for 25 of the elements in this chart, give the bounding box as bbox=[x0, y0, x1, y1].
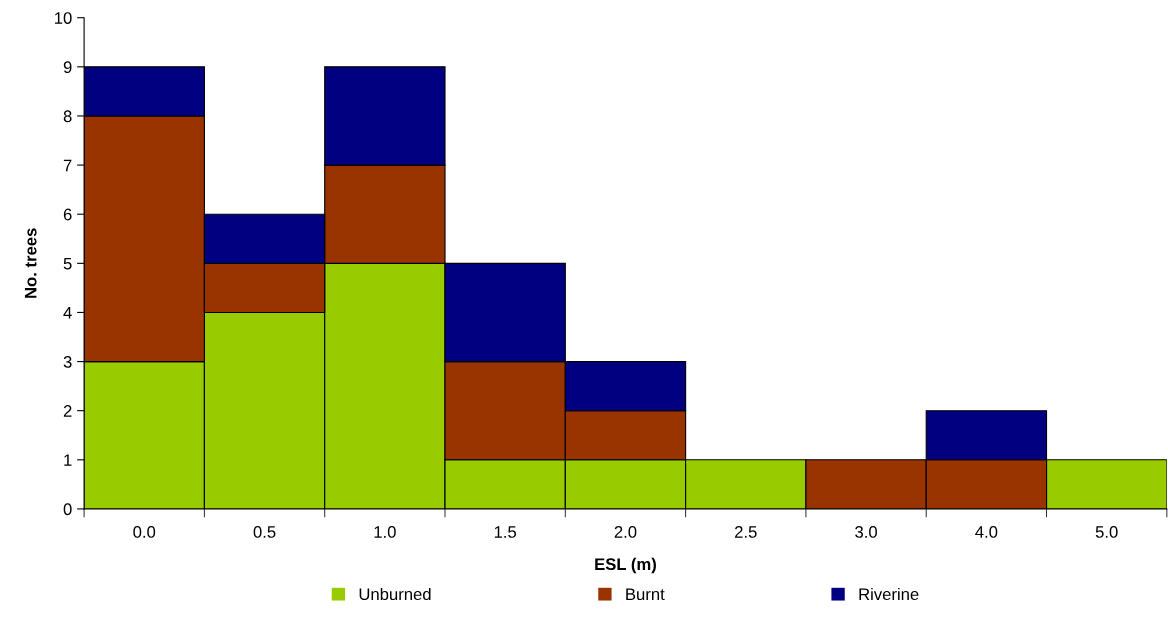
x-tick-label: 5.0 bbox=[1095, 526, 1118, 538]
x-tick-label: 3.0 bbox=[855, 526, 878, 538]
x-tick-label: 0.5 bbox=[253, 526, 276, 538]
y-tick-label: 7 bbox=[63, 159, 72, 172]
x-tick-label: 2.5 bbox=[735, 526, 757, 538]
y-axis-title: No. trees bbox=[24, 228, 37, 298]
y-tick-label: 3 bbox=[63, 355, 72, 368]
x-tick-label: 0.0 bbox=[133, 526, 156, 538]
x-tick-label: 4.0 bbox=[975, 526, 998, 538]
y-tick-label: 6 bbox=[63, 208, 72, 221]
legend-label: Burnt bbox=[626, 588, 665, 601]
y-tick-label: 2 bbox=[63, 405, 72, 417]
legend-label: Unburned bbox=[359, 587, 431, 601]
y-tick-label: 10 bbox=[55, 12, 72, 24]
y-tick-label: 9 bbox=[63, 61, 72, 74]
x-tick-label: 1.0 bbox=[374, 526, 396, 538]
legend-label: Riverine bbox=[859, 587, 919, 601]
x-axis-title: ESL (m) bbox=[595, 557, 656, 574]
y-tick-label: 8 bbox=[63, 110, 72, 123]
x-tick-label: 1.5 bbox=[494, 526, 517, 538]
y-tick-label: 5 bbox=[63, 257, 72, 270]
y-tick-label: 4 bbox=[63, 307, 72, 319]
y-tick-label: 1 bbox=[64, 454, 72, 466]
x-tick-label: 2.0 bbox=[614, 526, 637, 538]
y-tick-label: 0 bbox=[63, 503, 72, 516]
